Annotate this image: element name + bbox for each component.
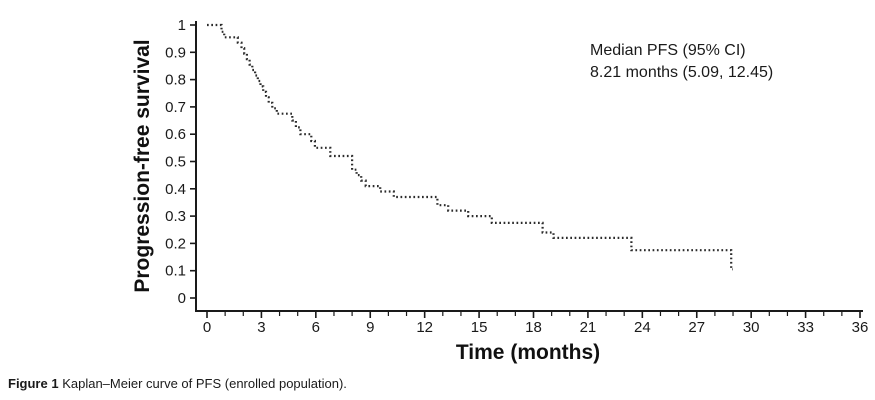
x-tick-label: 0	[203, 319, 211, 336]
x-axis-title: Time (months)	[455, 341, 601, 364]
x-tick-label: 36	[852, 319, 869, 336]
annotation-line2: 8.21 months (5.09, 12.45)	[590, 64, 774, 81]
axis-ticks	[190, 24, 861, 318]
caption-text: Kaplan–Meier curve of PFS (enrolled popu…	[58, 376, 347, 391]
y-tick-label: 0.2	[165, 235, 186, 252]
y-tick-label: 0.6	[165, 126, 186, 143]
x-tick-label: 18	[525, 319, 542, 336]
y-tick-label: 0.9	[165, 44, 186, 61]
figure-caption: Figure 1 Kaplan–Meier curve of PFS (enro…	[8, 376, 347, 391]
x-tick-label: 3	[257, 319, 265, 336]
y-tick-label: 0.7	[165, 99, 186, 116]
y-tick-label: 0	[178, 290, 186, 307]
annotation-line1: Median PFS (95% CI)	[590, 42, 746, 59]
x-tick-label: 15	[471, 319, 488, 336]
x-tick-label: 12	[416, 319, 433, 336]
x-tick-label: 30	[743, 319, 760, 336]
y-tick-label: 0.1	[165, 263, 186, 280]
km-curve-group	[207, 23, 733, 271]
y-tick-label: 0.5	[165, 154, 186, 171]
x-tick-label: 33	[797, 319, 814, 336]
axis-tick-labels: 10.90.80.70.60.50.40.30.20.100 3 6 9 12 15 18 2…	[165, 17, 868, 336]
x-tick-label: 27	[688, 319, 705, 336]
y-tick-label: 0.8	[165, 72, 186, 89]
x-tick-label: 21	[580, 319, 597, 336]
caption-label: Figure 1	[8, 376, 59, 391]
median-pfs-annotation: Median PFS (95% CI) 8.21 months (5.09, 1…	[590, 40, 773, 84]
axes	[195, 21, 863, 312]
x-tick-label: 9	[366, 319, 374, 336]
x-tick-label: 6	[312, 319, 320, 336]
km-chart: 10.90.80.70.60.50.40.30.20.100 3 6 9 12 15 18 2…	[165, 17, 868, 336]
x-tick-label: 24	[634, 319, 651, 336]
y-tick-label: 1	[178, 17, 186, 34]
y-tick-label: 0.4	[165, 181, 186, 198]
y-axis-title: Progression-free survival	[131, 39, 154, 293]
y-tick-label: 0.3	[165, 208, 186, 225]
km-curve	[207, 23, 733, 271]
